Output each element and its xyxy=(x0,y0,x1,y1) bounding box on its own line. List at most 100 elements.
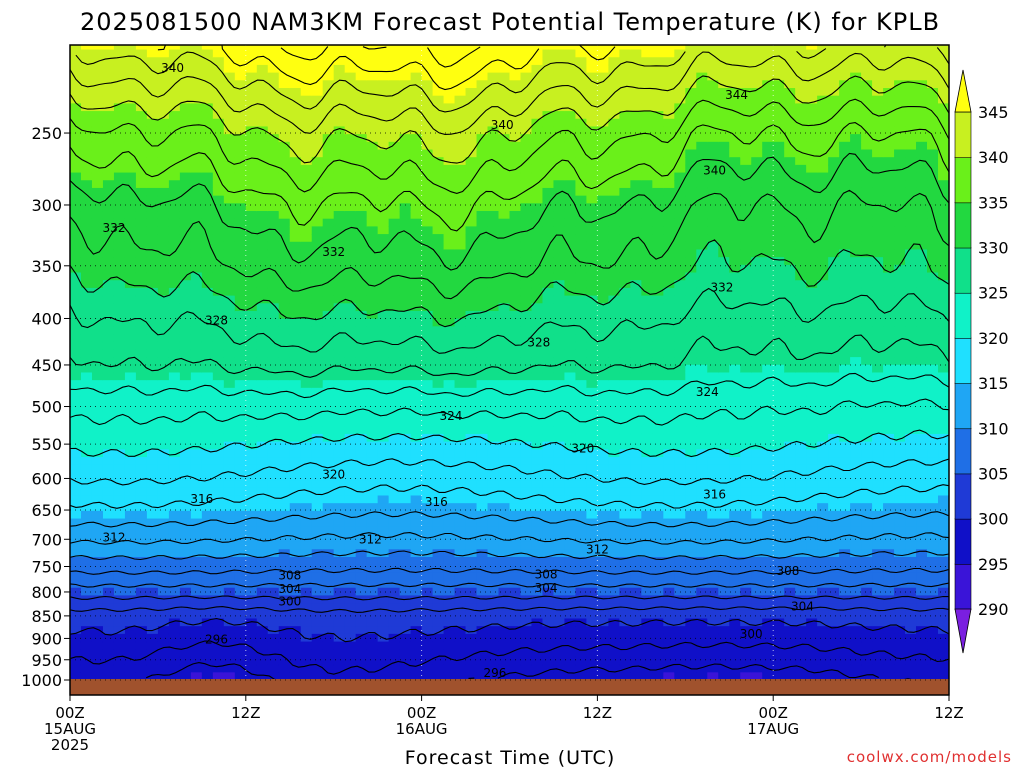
field-cell xyxy=(553,626,566,635)
field-cell xyxy=(553,318,566,327)
field-cell xyxy=(102,480,115,489)
field-cell xyxy=(454,195,467,204)
field-cell xyxy=(597,603,609,612)
field-cell xyxy=(146,618,159,627)
field-cell xyxy=(212,118,225,128)
field-cell xyxy=(443,664,456,673)
field-cell xyxy=(509,672,522,680)
field-cell xyxy=(245,326,258,335)
field-cell xyxy=(135,541,148,550)
field-cell xyxy=(465,264,478,274)
field-cell xyxy=(432,88,445,97)
field-cell xyxy=(465,426,478,435)
field-cell xyxy=(135,257,148,266)
field-cell xyxy=(553,134,566,143)
field-cell xyxy=(476,610,489,620)
field-cell xyxy=(619,72,631,81)
field-cell xyxy=(586,218,598,227)
field-cell xyxy=(124,164,137,174)
field-cell xyxy=(278,626,291,635)
field-cell xyxy=(366,149,379,158)
field-cell xyxy=(465,326,478,335)
field-cell xyxy=(432,441,445,450)
field-cell xyxy=(586,595,598,604)
field-cell xyxy=(355,326,368,335)
field-cell xyxy=(300,272,313,281)
field-cell xyxy=(289,556,302,566)
field-cell xyxy=(212,95,225,104)
field-cell xyxy=(399,64,412,74)
field-cell xyxy=(652,164,664,174)
field-cell xyxy=(641,649,653,658)
field-cell xyxy=(223,241,236,251)
field-cell xyxy=(245,441,258,450)
field-cell xyxy=(531,203,544,212)
field-cell xyxy=(388,126,401,135)
field-cell xyxy=(234,172,247,181)
field-cell xyxy=(663,234,675,243)
field-cell xyxy=(509,326,522,335)
field-cell xyxy=(630,649,642,658)
field-cell xyxy=(542,626,555,635)
field-cell xyxy=(641,364,653,374)
field-cell xyxy=(509,349,522,358)
field-cell xyxy=(531,272,544,281)
field-cell xyxy=(212,241,225,251)
field-cell xyxy=(509,157,522,166)
field-cell xyxy=(421,387,434,397)
field-cell xyxy=(344,95,357,104)
field-cell xyxy=(498,380,511,389)
field-cell xyxy=(157,503,170,512)
field-cell xyxy=(300,357,313,366)
field-cell xyxy=(630,180,642,189)
field-cell xyxy=(201,664,214,673)
field-cell xyxy=(421,172,434,181)
field-cell xyxy=(498,149,511,158)
field-cell xyxy=(146,272,159,281)
field-cell xyxy=(630,403,642,412)
field-cell xyxy=(223,234,236,243)
field-cell xyxy=(80,510,93,520)
field-cell xyxy=(179,387,192,397)
field-cell xyxy=(113,226,126,235)
field-cell xyxy=(234,226,247,235)
field-cell xyxy=(377,364,390,374)
field-cell xyxy=(597,610,609,620)
field-cell xyxy=(553,449,566,458)
field-cell xyxy=(377,487,390,497)
field-cell xyxy=(190,164,203,174)
field-cell xyxy=(674,341,686,351)
field-cell xyxy=(432,457,445,466)
field-cell xyxy=(421,310,434,320)
field-cell xyxy=(630,287,642,297)
field-cell xyxy=(223,80,236,89)
field-cell xyxy=(366,172,379,181)
field-cell xyxy=(377,57,390,66)
field-cell xyxy=(190,349,203,358)
field-cell xyxy=(113,172,126,181)
field-cell xyxy=(553,656,566,666)
field-cell xyxy=(674,157,686,166)
field-cell xyxy=(619,134,631,143)
field-cell xyxy=(168,95,181,104)
field-cell xyxy=(80,134,93,143)
field-cell xyxy=(388,72,401,81)
field-cell xyxy=(575,172,588,181)
field-cell xyxy=(443,218,456,227)
field-cell xyxy=(80,303,93,312)
field-cell xyxy=(201,149,214,158)
field-cell xyxy=(256,572,269,581)
field-cell xyxy=(663,64,675,74)
field-cell xyxy=(663,149,675,158)
field-cell xyxy=(476,457,489,466)
field-cell xyxy=(267,226,280,235)
field-cell xyxy=(201,403,214,412)
field-cell xyxy=(223,672,236,680)
field-cell xyxy=(366,103,379,112)
field-cell xyxy=(663,57,675,66)
field-cell xyxy=(630,418,642,427)
field-cell xyxy=(80,211,93,220)
field-cell xyxy=(454,395,467,404)
field-cell xyxy=(476,464,489,474)
field-cell xyxy=(564,95,577,104)
